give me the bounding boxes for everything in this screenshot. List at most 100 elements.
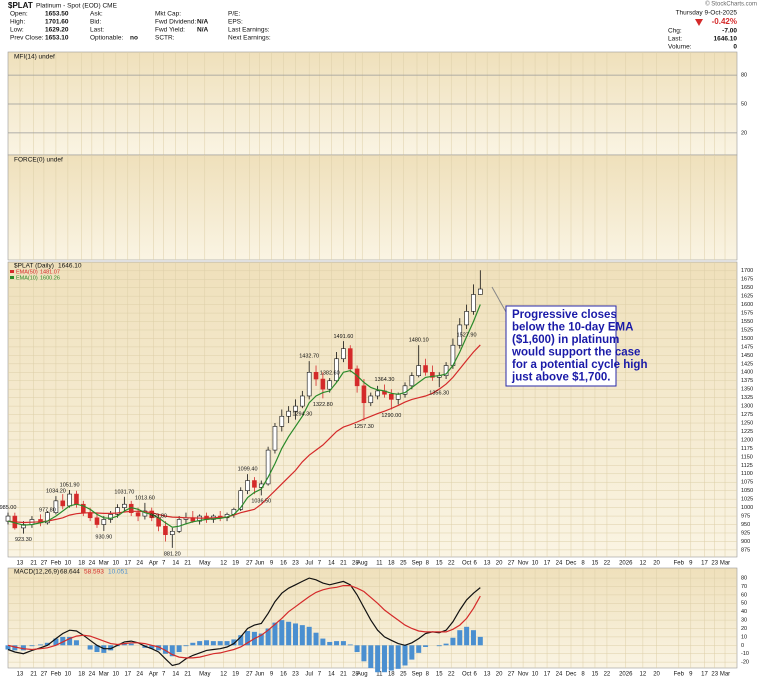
field-value: 1653.50 [45, 11, 69, 18]
x-tick-label: 23 [711, 672, 718, 678]
histogram-bar [60, 636, 66, 646]
histogram-bar [313, 632, 319, 646]
price-annotation: 1099.40 [238, 466, 258, 472]
line-series [7, 304, 481, 528]
histogram-bar [361, 645, 367, 662]
x-tick-label: 27 [41, 561, 48, 567]
histogram-bar [327, 641, 333, 646]
histogram-bar [299, 625, 305, 646]
histogram-bar [279, 620, 285, 646]
price-annotation: 1290.00 [381, 413, 401, 419]
x-tick-label: 6 [474, 561, 478, 567]
candle-body [389, 393, 394, 400]
histogram-bar [477, 636, 483, 646]
y-tick-label: 1525 [741, 327, 753, 333]
legend-name: EMA(10) [16, 275, 38, 281]
x-tick-label: Apr [149, 672, 158, 678]
candle-body [293, 405, 298, 412]
histogram-bar [395, 645, 401, 669]
field-label: Fwd Yield: [155, 27, 185, 34]
histogram-bar [190, 642, 196, 646]
panel: FORCE(0) undef [7, 154, 738, 261]
price-annotation: 1036.50 [251, 499, 271, 505]
stat-value: 1646.10 [714, 36, 738, 43]
histogram-bar [470, 630, 476, 646]
field-label: High: [10, 19, 25, 26]
legend-value: 1600.26 [40, 275, 60, 281]
candle-body [361, 385, 367, 404]
price-annotation: 1364.30 [375, 377, 395, 383]
histogram-bar [238, 635, 244, 646]
x-tick-label: 19 [232, 672, 239, 678]
y-tick-label: 950 [741, 522, 750, 528]
histogram-bar [29, 645, 35, 647]
field-value: N/A [197, 27, 209, 34]
x-tick-label: Mar [720, 561, 730, 567]
candle-body [169, 530, 175, 535]
x-tick-label: Sep [412, 561, 423, 567]
legend-last: 1646.10 [58, 263, 82, 270]
candle-body [21, 524, 26, 529]
candle-body [478, 288, 483, 295]
histogram-bar [320, 638, 326, 646]
x-tick-label: Aug [357, 561, 368, 567]
x-tick-label: 6 [474, 672, 478, 678]
candle-body [471, 294, 476, 312]
x-tick-label: 14 [172, 672, 179, 678]
y-tick-label: 40 [741, 609, 747, 615]
x-tick-label: Oct [462, 561, 472, 567]
x-tick-label: 21 [184, 561, 191, 567]
y-tick-label: 1650 [741, 285, 753, 291]
panel-background [7, 51, 738, 156]
x-tick-label: 21 [30, 561, 37, 567]
legend-value: 10.051 [108, 569, 128, 576]
x-tick-label: Sep [412, 672, 423, 678]
field-value: N/A [197, 19, 209, 26]
y-tick-label: 0 [741, 643, 744, 649]
price-annotation: 1013.60 [135, 495, 155, 501]
x-tick-label: 7 [162, 672, 166, 678]
histogram-bar [347, 644, 353, 646]
note-pointer [491, 286, 507, 313]
y-tick-label: 1500 [741, 336, 753, 342]
y-tick-label: 20 [741, 626, 747, 632]
x-tick-label: Feb [674, 561, 685, 567]
field-value: no [130, 35, 138, 42]
y-tick-label: 1075 [741, 480, 753, 486]
x-tick-label: 24 [89, 561, 96, 567]
histogram-bar [5, 645, 11, 650]
candle-body [115, 507, 120, 515]
note-line: Progressive closes [512, 309, 617, 321]
y-tick-label: 50 [741, 101, 747, 107]
x-tick-label: 13 [17, 672, 24, 678]
note-line: for a potential cycle high [512, 359, 647, 371]
x-tick-label: 2026 [619, 561, 633, 567]
x-tick-label: 13 [17, 561, 24, 567]
x-tick-label: 10 [532, 561, 539, 567]
y-tick-label: 1475 [741, 344, 753, 350]
x-tick-label: 20 [653, 672, 660, 678]
panel: 8759009259509751000102510501075110011251… [0, 261, 753, 567]
x-tick-label: 27 [246, 561, 253, 567]
x-tick-label: Jul [305, 561, 313, 567]
field-label: Optionable: [90, 35, 123, 42]
y-tick-label: 1025 [741, 497, 753, 503]
x-tick-label: 18 [388, 561, 395, 567]
x-tick-label: 22 [448, 672, 455, 678]
histogram-bar [224, 641, 230, 646]
price-annotation: 985.00 [0, 505, 16, 511]
y-tick-label: 50 [741, 601, 747, 607]
x-tick-label: Mar [99, 561, 109, 567]
x-tick-label: Dec [566, 672, 577, 678]
y-tick-label: 70 [741, 584, 747, 590]
symbol: $PLAT [8, 1, 33, 10]
x-tick-label: 12 [640, 561, 647, 567]
x-tick-label: 15 [436, 561, 443, 567]
x-tick-label: 28 [352, 672, 359, 678]
y-tick-label: 1125 [741, 463, 753, 469]
y-tick-label: 10 [741, 634, 747, 640]
y-tick-label: 1600 [741, 302, 753, 308]
candle-body [74, 493, 79, 505]
x-tick-label: May [199, 672, 210, 678]
price-annotation: 881.20 [164, 551, 181, 557]
